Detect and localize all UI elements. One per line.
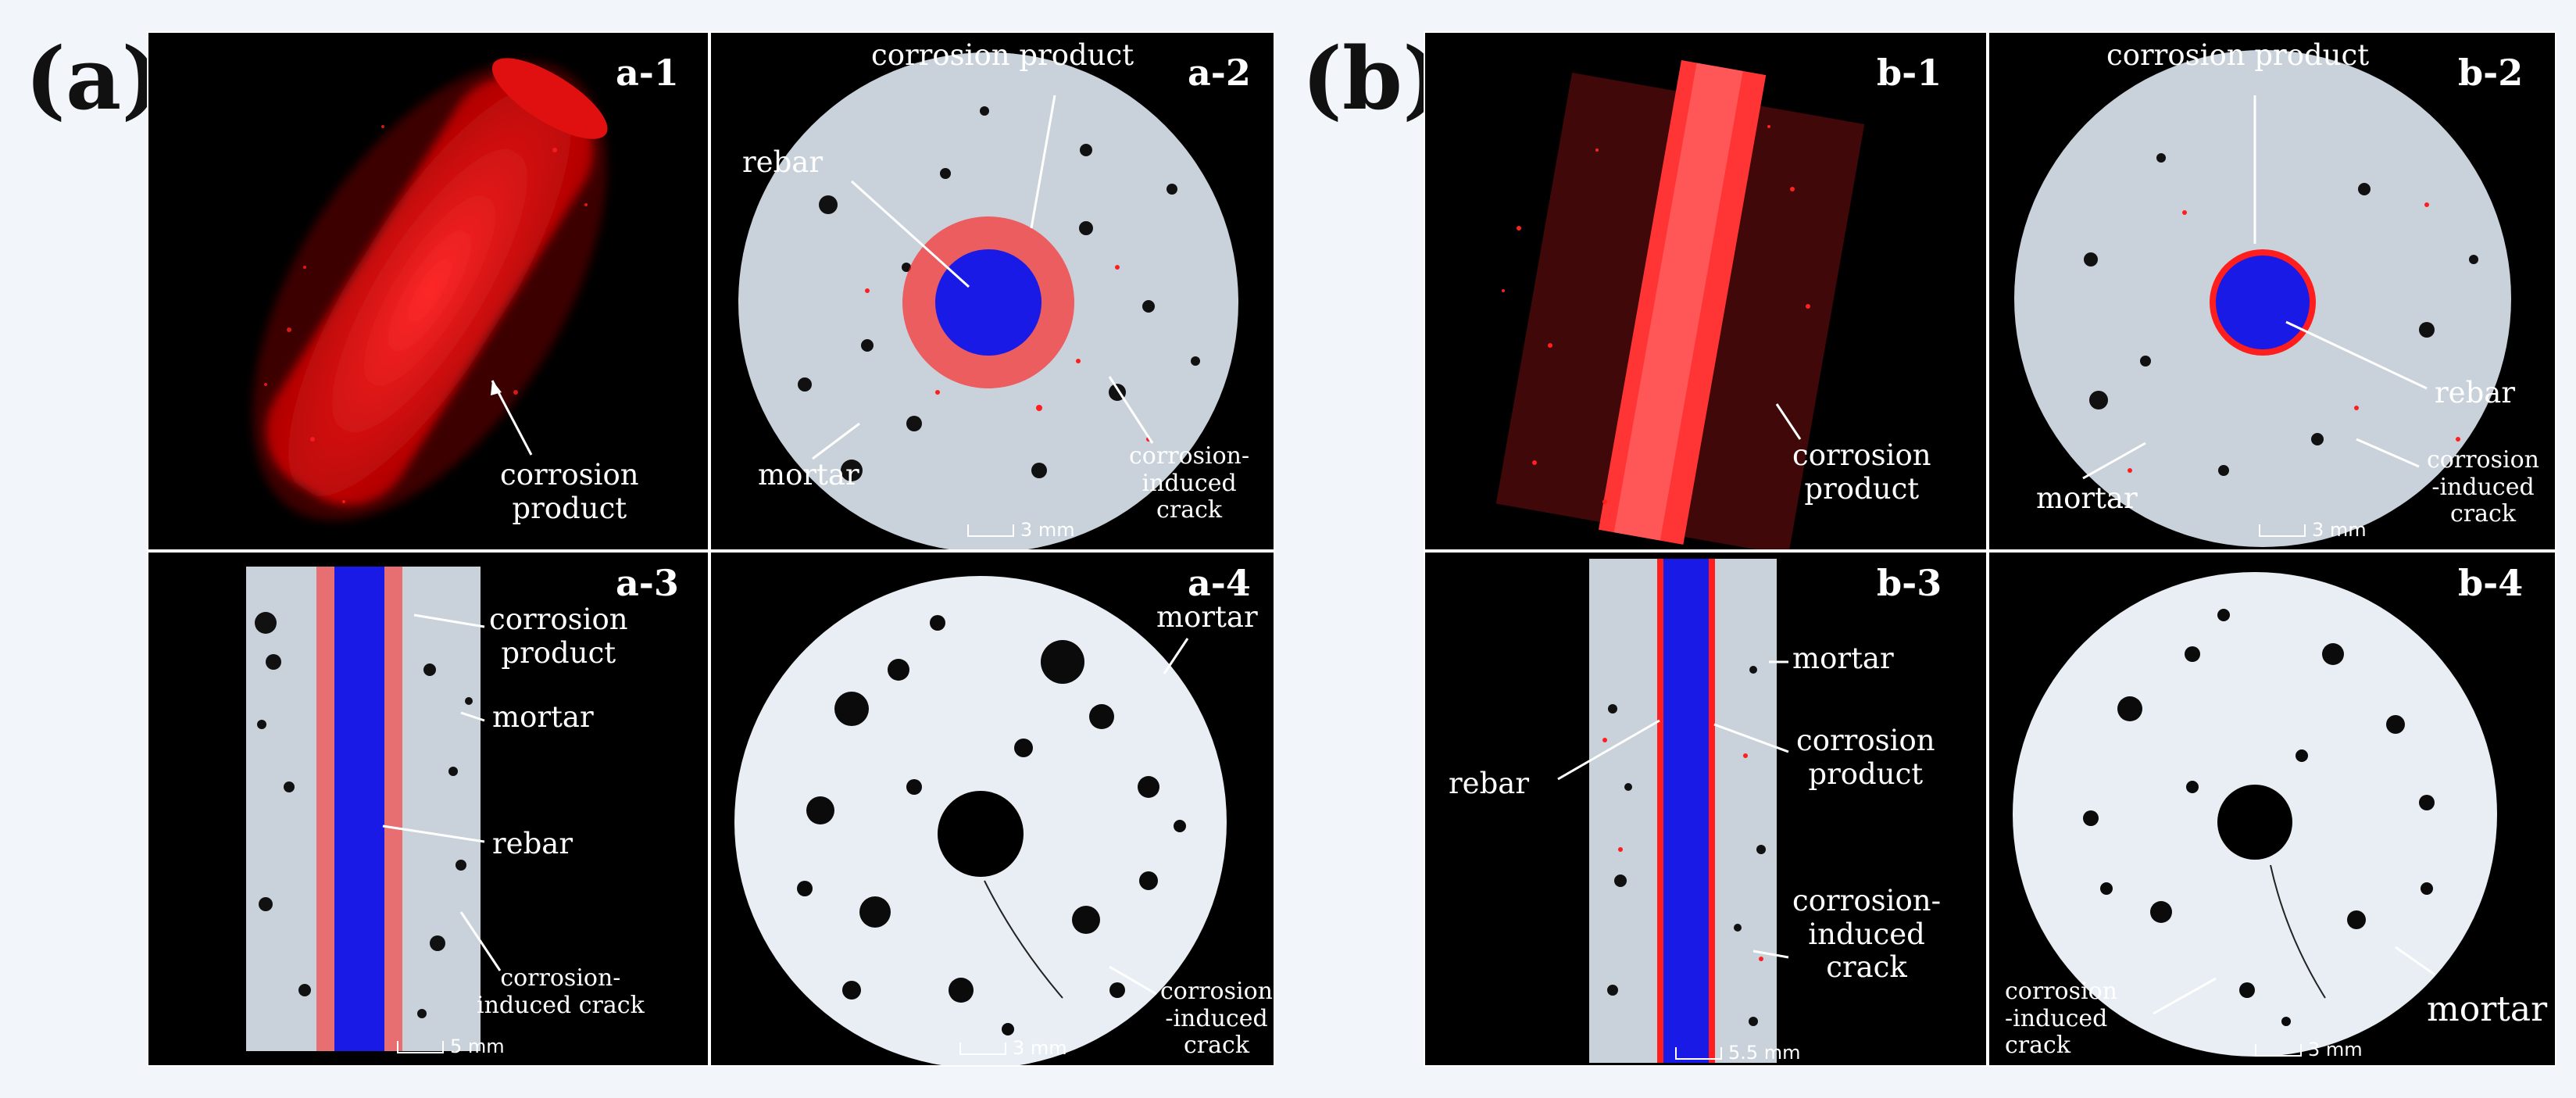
b2-rebar-label: rebar [2435, 376, 2516, 410]
a2-mortar-label: mortar [758, 458, 859, 492]
panel-a4: a-4 mortar corrosion -induced crack 3 mm [709, 551, 1275, 1067]
b4-mortar-label: mortar [2427, 989, 2548, 1029]
b1-corrosion-render [1495, 60, 1865, 549]
b3-scale-bar: 5.5 mm [1675, 1042, 1801, 1064]
b3-panel-label: b-3 [1877, 562, 1942, 604]
b2-crack-label: corrosion -induced crack [2427, 446, 2539, 528]
b1-corrosion-product-label: corrosion product [1792, 438, 1931, 506]
a4-panel-label: a-4 [1188, 562, 1251, 604]
b2-scale-bar: 3 mm [2259, 519, 2367, 541]
b1-panel-label: b-1 [1877, 52, 1942, 94]
a1-arrow [491, 380, 533, 456]
a3-corrosion-product-label: corrosion product [489, 603, 628, 670]
a2-scale-bar: 3 mm [967, 519, 1075, 541]
b3-longitudinal-section [1557, 559, 1789, 1063]
a2-corrosion-product-label: corrosion product [871, 38, 1134, 72]
group-label-b: (b) [1302, 28, 1444, 129]
b3-mortar-label: mortar [1792, 642, 1894, 675]
a3-panel-label: a-3 [616, 562, 679, 604]
panel-b2: b-2 corrosion product rebar mortar corro… [1988, 31, 2556, 551]
a1-panel-label: a-1 [616, 52, 679, 94]
b3-corrosion-product-label: corrosion product [1796, 724, 1935, 791]
b4-pore-map [2013, 572, 2497, 1057]
b3-rebar-label: rebar [1449, 767, 1530, 800]
panel-b1: b-1 corrosion product [1424, 31, 1988, 551]
group-label-a: (a) [25, 28, 163, 129]
a3-crack-label: corrosion- induced crack [477, 964, 645, 1019]
panel-b4: b-4 mortar corrosion -induced crack 3 mm [1988, 551, 2556, 1067]
b4-crack-label: corrosion -induced crack [2005, 978, 2117, 1059]
b2-panel-label: b-2 [2458, 52, 2524, 94]
a3-longitudinal-section [246, 567, 502, 1051]
a2-cross-section [738, 52, 1238, 549]
b2-cross-section [2014, 50, 2511, 547]
b3-crack-label: corrosion- induced crack [1792, 884, 1942, 985]
a1-corrosion-render [252, 58, 608, 520]
panel-a2: a-2 corrosion product rebar mortar corro… [709, 31, 1275, 551]
a2-panel-label: a-2 [1188, 52, 1251, 94]
b2-corrosion-product-label: corrosion product [2106, 38, 2370, 72]
a2-rebar-label: rebar [742, 145, 824, 179]
a1-corrosion-product-label: corrosion product [500, 458, 639, 525]
a4-scale-bar: 3 mm [959, 1037, 1067, 1059]
a3-rebar-label: rebar [492, 827, 573, 860]
a4-pore-map [734, 576, 1227, 1065]
a2-crack-label: corrosion- induced crack [1129, 442, 1250, 524]
panel-a3: a-3 corrosion product mortar rebar corro… [147, 551, 709, 1067]
panel-b3: b-3 mortar rebar corrosion product corro… [1424, 551, 1988, 1067]
b4-scale-bar: 3 mm [2255, 1039, 2363, 1060]
panel-a1: a-1 corrosion product [147, 31, 709, 551]
a4-crack-label: corrosion -induced crack [1160, 978, 1273, 1059]
a3-scale-bar: 5 mm [397, 1035, 505, 1057]
a3-mortar-label: mortar [492, 700, 594, 734]
b4-panel-label: b-4 [2458, 562, 2524, 604]
b2-mortar-label: mortar [2036, 481, 2138, 515]
a4-mortar-label: mortar [1156, 600, 1258, 634]
